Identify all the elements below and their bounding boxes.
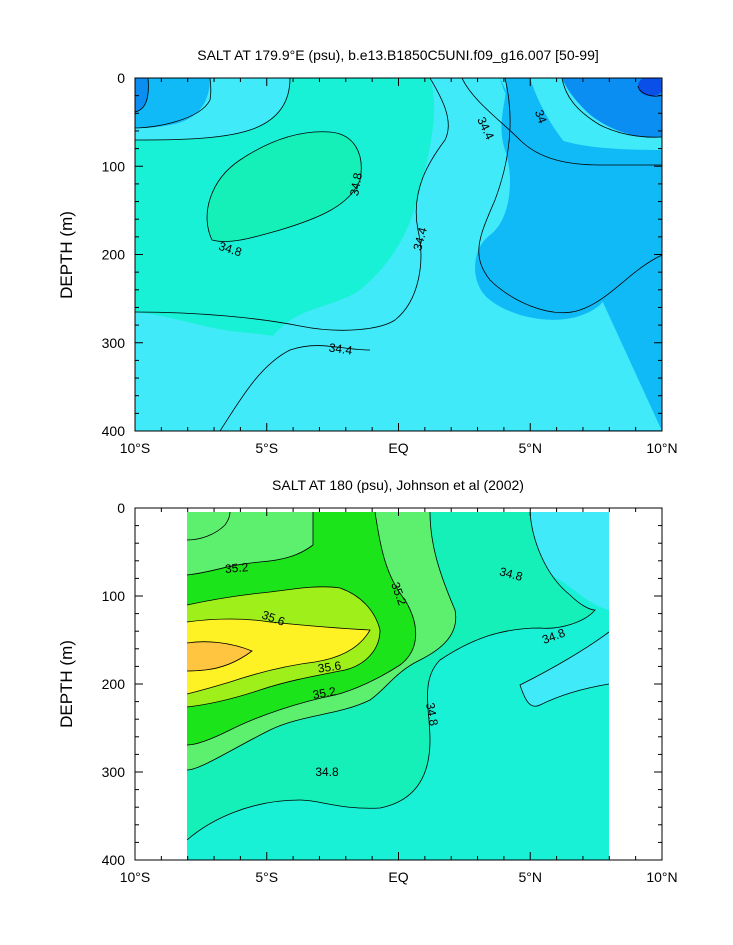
y-tick-label: 200 bbox=[102, 247, 126, 263]
bot-band-34-4-lower bbox=[520, 632, 609, 707]
bottom-contour-fill bbox=[187, 512, 609, 860]
bot-band-35-6 bbox=[187, 619, 370, 694]
y-tick-label: 200 bbox=[102, 676, 126, 692]
bot-contour-line bbox=[186, 641, 253, 672]
contour-label: 35.2 bbox=[224, 560, 249, 576]
top-band-34-2-lower bbox=[475, 78, 662, 320]
y-tick-label: 400 bbox=[102, 852, 126, 868]
x-tick-label: 10°N bbox=[646, 440, 677, 456]
bot-contour-line bbox=[186, 586, 381, 708]
top-contour-line bbox=[135, 78, 291, 141]
bot-contour-line bbox=[519, 631, 610, 707]
bottom-panel: SALT AT 180 (psu), Johnson et al (2002) bbox=[57, 477, 678, 885]
top-contour-fill bbox=[135, 78, 662, 431]
top-y-axis-label: DEPTH (m) bbox=[57, 211, 76, 299]
top-contour-line bbox=[135, 78, 212, 129]
top-contour-line bbox=[461, 78, 662, 166]
top-contour-line bbox=[206, 131, 362, 242]
bot-contour-line bbox=[186, 512, 314, 576]
x-tick-label: 5°N bbox=[519, 440, 543, 456]
x-tick-label: 5°S bbox=[255, 440, 278, 456]
x-tick-label: 5°S bbox=[255, 869, 278, 885]
bottom-y-axis-label: DEPTH (m) bbox=[57, 640, 76, 728]
x-tick-label: 5°N bbox=[519, 869, 543, 885]
top-axes: 10°S 5°S EQ 5°N 10°N 0 100 200 300 400 bbox=[102, 70, 678, 456]
top-contour-line bbox=[561, 78, 662, 138]
top-contour-line bbox=[135, 78, 449, 331]
contour-label: 34.4 bbox=[328, 340, 353, 357]
bot-contour-line bbox=[186, 511, 457, 771]
bottom-axes: 10°S 5°S EQ 5°N 10°N 0 100 200 300 400 bbox=[102, 500, 678, 885]
bot-contour-line bbox=[186, 511, 417, 746]
y-tick-label: 300 bbox=[102, 764, 126, 780]
top-panel: SALT AT 179.9°E (psu), b.e13.B1850C5UNI.… bbox=[57, 47, 678, 456]
contour-label: 34.8 bbox=[217, 239, 244, 260]
contour-label: 34 bbox=[532, 108, 550, 126]
top-contour-line bbox=[478, 78, 662, 314]
contour-label: 35.2 bbox=[312, 684, 338, 702]
top-band-lt-34-0-right bbox=[638, 78, 662, 96]
x-tick-label: 10°S bbox=[120, 869, 151, 885]
y-tick-label: 400 bbox=[102, 423, 126, 439]
x-tick-label: 10°N bbox=[646, 869, 677, 885]
bot-band-35-8 bbox=[187, 641, 252, 671]
top-contour-line bbox=[219, 345, 371, 431]
y-tick-label: 0 bbox=[117, 70, 125, 86]
top-band-34-4-deep bbox=[135, 312, 395, 431]
bot-contour-line bbox=[186, 511, 596, 841]
bottom-chart-title: SALT AT 180 (psu), Johnson et al (2002) bbox=[272, 477, 524, 493]
bot-contour-line bbox=[186, 511, 231, 541]
bottom-contour-lines bbox=[186, 511, 610, 841]
top-chart-title: SALT AT 179.9°E (psu), b.e13.B1850C5UNI.… bbox=[197, 47, 599, 63]
x-tick-label: EQ bbox=[388, 440, 408, 456]
y-tick-label: 0 bbox=[117, 500, 125, 516]
y-tick-label: 100 bbox=[102, 158, 126, 174]
y-tick-label: 100 bbox=[102, 588, 126, 604]
contour-label: 34.8 bbox=[498, 564, 524, 584]
bot-contour-line bbox=[186, 618, 371, 695]
contour-label: 34.8 bbox=[315, 765, 339, 779]
contour-label: 34.4 bbox=[410, 226, 430, 252]
y-tick-label: 300 bbox=[102, 335, 126, 351]
bot-band-34-4-right bbox=[530, 512, 609, 610]
bottom-contour-labels: 35.2 35.6 35.6 35.2 35.2 34.8 34.8 34.8 … bbox=[224, 560, 567, 779]
contour-label: 34.8 bbox=[423, 702, 441, 728]
contour-label: 35.6 bbox=[317, 658, 342, 675]
contour-label: 34.8 bbox=[347, 171, 365, 197]
x-tick-label: 10°S bbox=[120, 440, 151, 456]
x-tick-label: EQ bbox=[388, 869, 408, 885]
top-band-34-0-right bbox=[562, 78, 662, 138]
top-contour-line bbox=[135, 78, 149, 113]
